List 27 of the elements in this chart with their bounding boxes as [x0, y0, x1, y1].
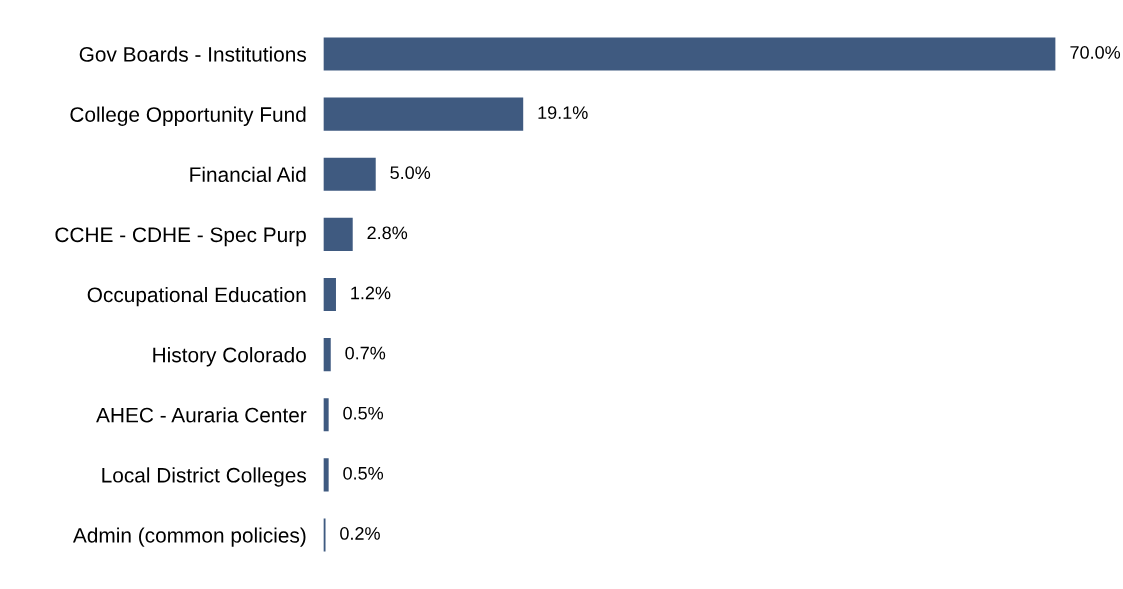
y-tick-label: Occupational Education	[87, 286, 306, 307]
data-label: 0.2%	[340, 527, 380, 540]
bar	[323, 37, 1056, 71]
y-tick-label: Gov Boards - Institutions	[79, 46, 307, 62]
bar	[323, 157, 376, 191]
y-tick-label: Financial Aid	[190, 166, 306, 183]
bar	[323, 518, 326, 552]
y-tick-label: CCHE - CDHE - Spec Purp	[55, 227, 306, 247]
data-label: 0.5%	[343, 406, 384, 420]
data-label: 2.8%	[367, 226, 408, 240]
bar	[323, 398, 329, 432]
y-tick-label: College Opportunity Fund	[70, 106, 306, 127]
data-label: 70.0%	[1070, 46, 1121, 59]
bar	[323, 97, 524, 131]
data-label: 0.7%	[345, 346, 386, 360]
y-tick-label: History Colorado	[153, 347, 306, 367]
data-label: 0.5%	[343, 466, 384, 480]
y-tick-label: AHEC - Auraria Center	[96, 407, 307, 423]
y-tick-label: Admin (common policies)	[72, 527, 306, 547]
bar	[323, 277, 336, 312]
bar	[323, 458, 329, 492]
data-label: 19.1%	[538, 106, 588, 119]
data-label: 5.0%	[390, 166, 431, 180]
bar	[323, 338, 331, 372]
y-tick-label: Local District Colleges	[102, 467, 307, 487]
bar	[323, 217, 353, 251]
data-label: 1.2%	[351, 286, 391, 300]
